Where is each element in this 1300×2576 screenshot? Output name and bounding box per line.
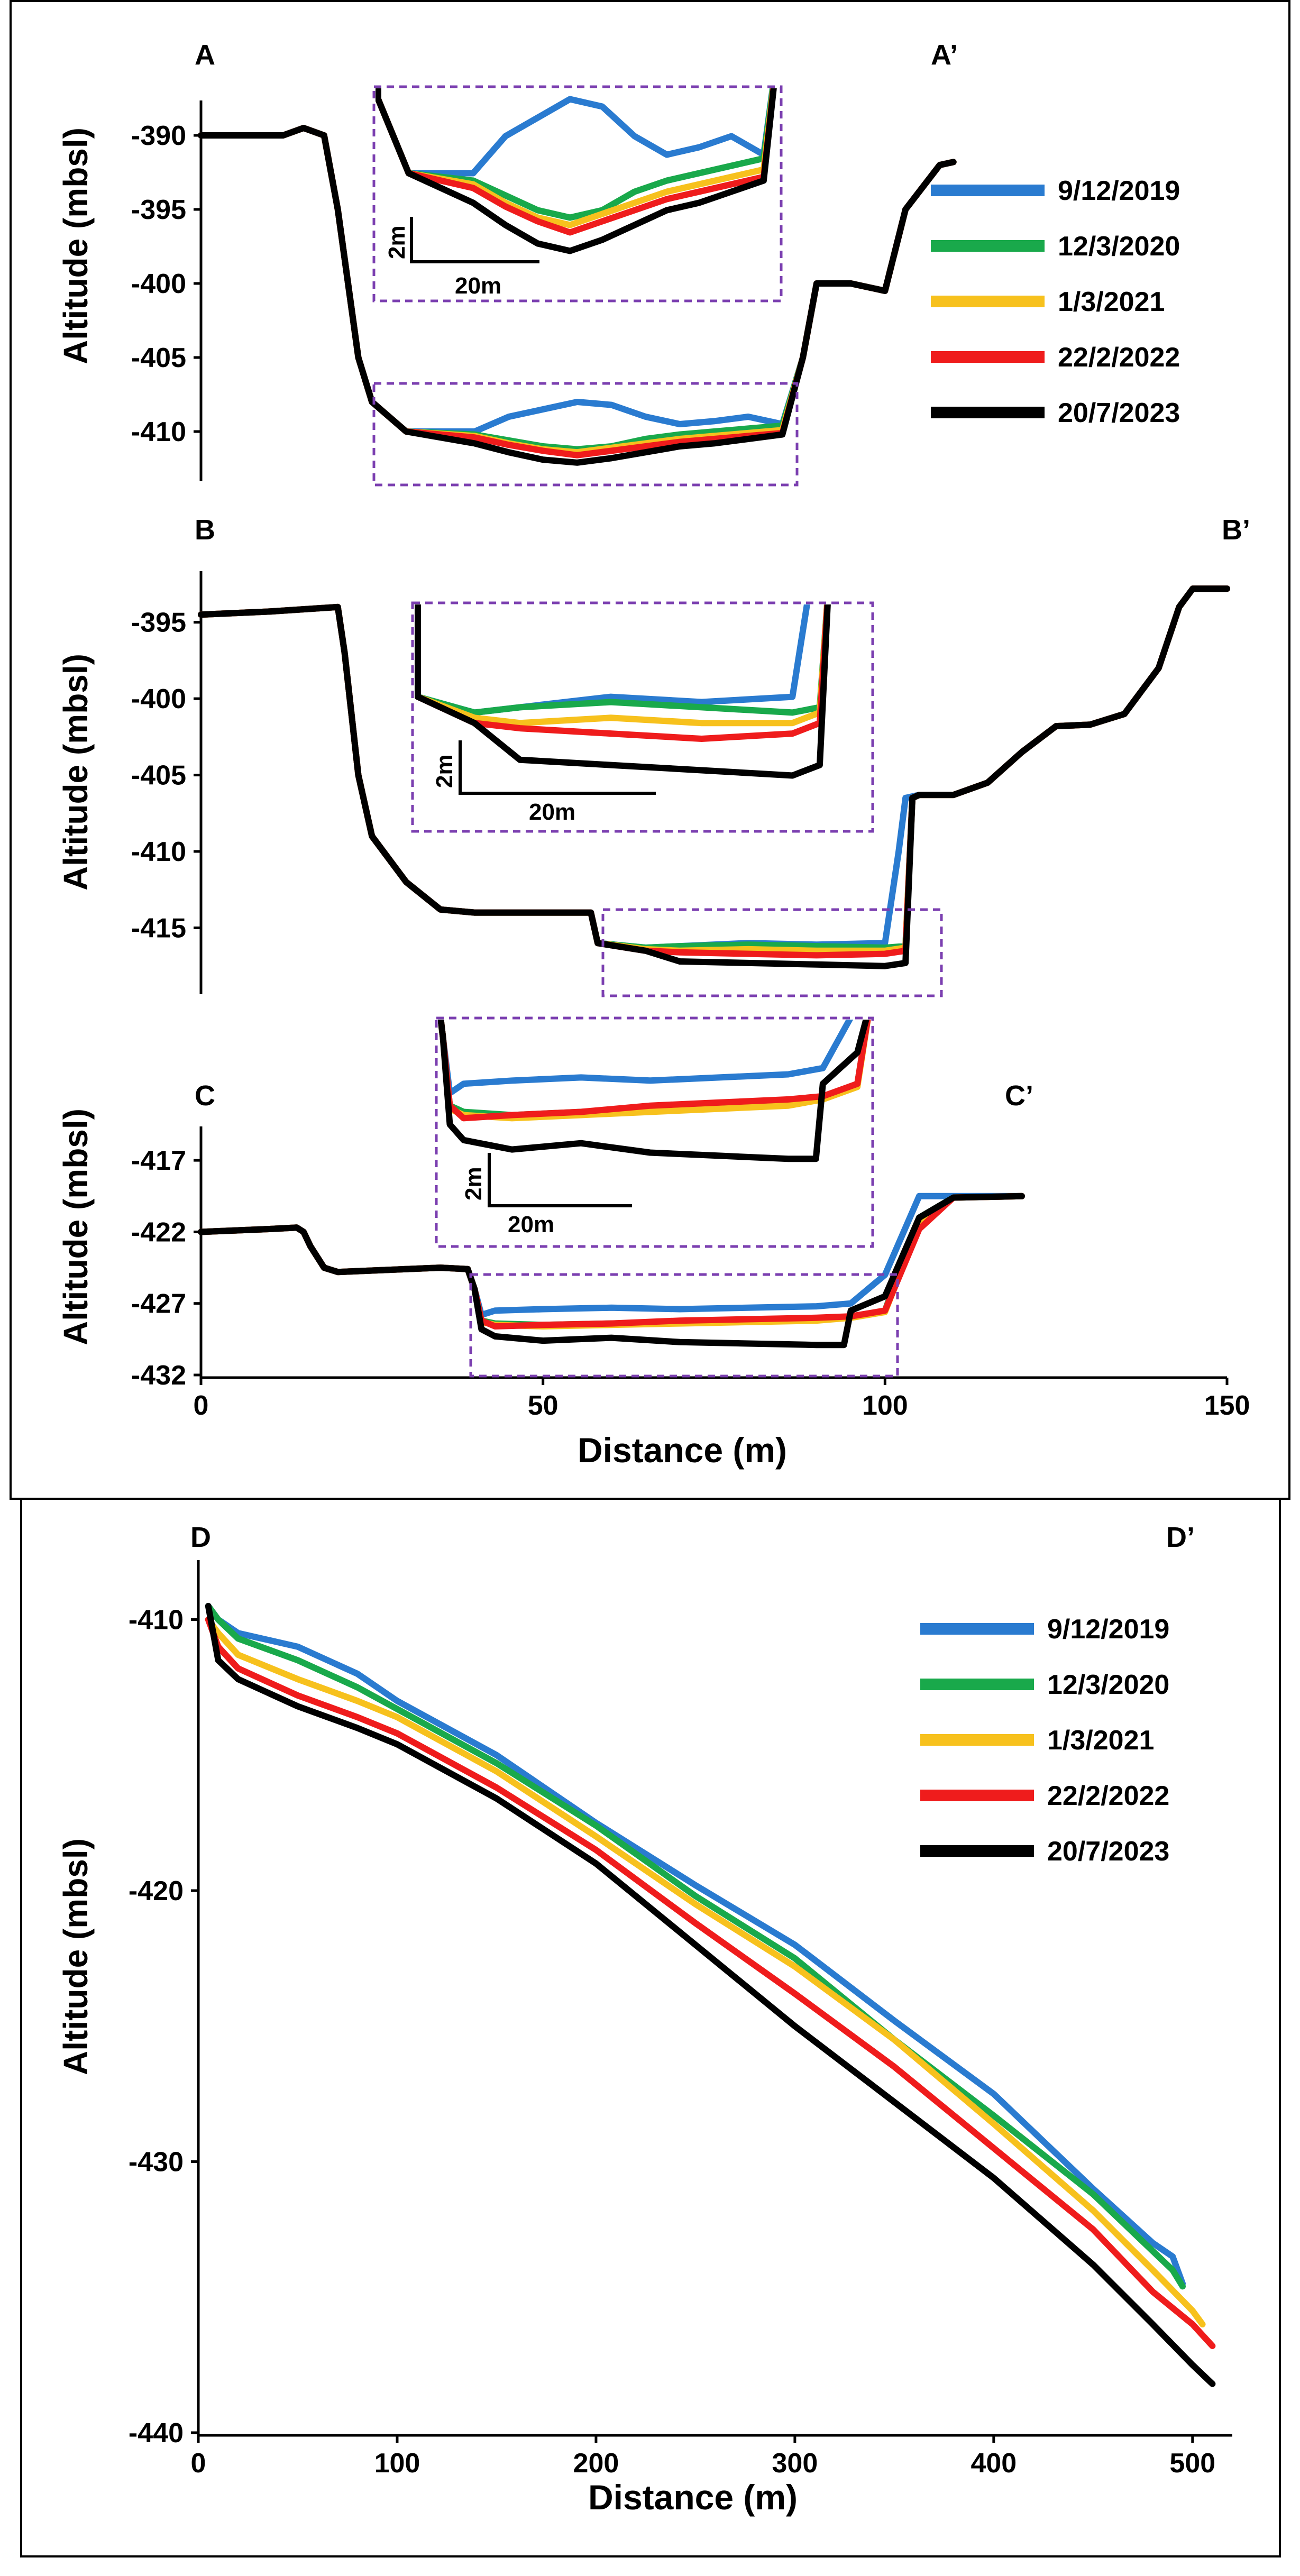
- x-tick-label-D: 300: [772, 2448, 818, 2479]
- panel-C-x-axis-label: Distance (m): [578, 1431, 787, 1470]
- y-tick-label-D: -420: [129, 1876, 184, 1906]
- panel-C-start-label: C: [195, 1080, 215, 1112]
- panel-B-inset-box: [411, 601, 874, 833]
- panel-C-scale-vertical: 2m: [461, 1167, 487, 1200]
- inset-series-line-C-20/7/2023: [438, 1020, 869, 1162]
- panel-A-scale-horizontal: 20m: [455, 273, 501, 299]
- panel-D-y-axis-label: Altitude (mbsl): [57, 1838, 95, 2075]
- legend-label: 12/3/2020: [1047, 1670, 1169, 1700]
- panel-A-inset-series: [376, 88, 777, 254]
- y-tick-label-A: -405: [131, 343, 186, 373]
- panel-C-y-axis-label: Altitude (mbsl): [57, 1108, 95, 1345]
- panel-C-inset-scale-bar: 2m 20m: [461, 1153, 632, 1237]
- panel-B-start-label: B: [195, 514, 215, 546]
- top-panel-frame: [10, 0, 1290, 1500]
- x-tick-label-C: 100: [862, 1390, 908, 1421]
- series-line-D-1/3/2021: [205, 1616, 1206, 2327]
- panel-A-inset-scale-bar: 2m 20m: [384, 217, 539, 299]
- y-tick-label-A: -410: [131, 417, 186, 447]
- panel-D-end-label: D’: [1166, 1521, 1195, 1553]
- y-tick-label-A: -395: [131, 195, 186, 225]
- y-tick-label-D: -410: [129, 1605, 184, 1636]
- panel-C-inset-box: [435, 1016, 874, 1248]
- panel-A-inset-box: [372, 85, 783, 302]
- legend-label: 22/2/2022: [1058, 342, 1180, 373]
- series-line-D-20/7/2023: [205, 1602, 1216, 2387]
- panel-A-zoom-box: [372, 382, 799, 487]
- legend-label: 20/7/2023: [1058, 398, 1180, 428]
- x-tick-label-D: 200: [573, 2448, 619, 2479]
- y-tick-label-D: -440: [129, 2418, 184, 2449]
- y-tick-label-B: -400: [131, 684, 186, 714]
- panel-B-y-axis-label: Altitude (mbsl): [57, 654, 95, 891]
- y-tick-label-C: -427: [131, 1289, 186, 1319]
- panel-A-series: [198, 125, 957, 466]
- panel-B-zoom-box: [601, 908, 943, 997]
- bottom-panel-frame: [20, 1498, 1281, 2557]
- panel-D-series: [205, 1602, 1216, 2387]
- y-tick-label-A: -390: [131, 121, 186, 151]
- panel-A-end-label: A’: [931, 39, 958, 71]
- panel-C-zoom-box: [469, 1273, 899, 1378]
- legend-label: 9/12/2019: [1058, 176, 1180, 206]
- panel-C-inset-series: [438, 1020, 871, 1162]
- x-tick-label-C: 50: [528, 1390, 559, 1421]
- x-tick-label-D: 100: [374, 2448, 420, 2479]
- panel-A-y-axis: -390 -395 -400 -405 -410: [131, 100, 203, 481]
- panel-C-scale-horizontal: 20m: [508, 1212, 554, 1237]
- series-line-C-20/7/2023: [198, 1193, 1025, 1349]
- legend-label: 9/12/2019: [1047, 1614, 1169, 1645]
- legend-label: 20/7/2023: [1047, 1836, 1169, 1867]
- y-tick-label-B: -405: [131, 760, 186, 791]
- y-tick-label-B: -410: [131, 837, 186, 867]
- panel-C-end-label: C’: [1005, 1080, 1033, 1112]
- panel-C: C C’ Altitude (mbsl) -417 -422 -427 -432 0 50…: [57, 1016, 1250, 1470]
- legend-label: 1/3/2021: [1047, 1725, 1154, 1756]
- y-tick-label-B: -415: [131, 913, 186, 943]
- panel-B-end-label: B’: [1222, 514, 1250, 546]
- y-tick-label-A: -400: [131, 269, 186, 299]
- series-line-A-20/7/2023: [198, 125, 957, 466]
- inset-series-line-B-20/7/2023: [415, 604, 831, 779]
- x-tick-label-C: 0: [194, 1390, 209, 1421]
- panel-B-series: [198, 585, 1230, 969]
- panel-A: A A’ Altitude (mbsl) -390 -395 -400 -405 -41…: [57, 39, 1180, 487]
- legend-label: 22/2/2022: [1047, 1781, 1169, 1811]
- legend-bottom: 9/12/2019 12/3/2020 1/3/2021 22/2/2022 20/7/…: [920, 1614, 1169, 1867]
- inset-series-line-A-20/7/2023: [376, 88, 777, 254]
- panel-B-y-axis: -395 -400 -405 -410 -415: [131, 571, 203, 994]
- x-tick-label-D: 500: [1169, 2448, 1215, 2479]
- panel-A-start-label: A: [195, 39, 215, 71]
- panel-D-start-label: D: [190, 1521, 211, 1553]
- x-tick-label-C: 150: [1204, 1390, 1250, 1421]
- series-line-D-9/12/2019: [205, 1602, 1186, 2287]
- panel-C-axes: -417 -422 -427 -432 0 50 100 150: [131, 1126, 1250, 1421]
- y-tick-label-B: -395: [131, 608, 186, 638]
- legend-label: 12/3/2020: [1058, 231, 1180, 262]
- panel-A-y-axis-label: Altitude (mbsl): [57, 127, 95, 364]
- series-line-D-22/2/2022: [205, 1616, 1216, 2349]
- panel-B-inset-series: [415, 604, 831, 779]
- panel-A-scale-vertical: 2m: [384, 225, 410, 259]
- y-tick-label-C: -422: [131, 1217, 186, 1248]
- legend-top: 9/12/2019 12/3/2020 1/3/2021 22/2/2022 20/7/…: [931, 176, 1180, 428]
- panel-B-scale-vertical: 2m: [432, 754, 457, 788]
- panel-B-scale-horizontal: 20m: [529, 799, 575, 825]
- panel-B-inset-scale-bar: 2m 20m: [432, 740, 656, 825]
- panel-D-x-axis-label: Distance (m): [588, 2478, 798, 2517]
- x-tick-label-D: 0: [191, 2448, 206, 2479]
- series-line-B-20/7/2023: [198, 585, 1230, 969]
- y-tick-label-C: -432: [131, 1360, 186, 1391]
- legend-label: 1/3/2021: [1058, 287, 1165, 317]
- y-tick-label-C: -417: [131, 1145, 186, 1176]
- y-tick-label-D: -430: [129, 2147, 184, 2178]
- panel-C-series: [198, 1193, 1025, 1349]
- panel-B: B B’ Altitude (mbsl) -395 -400 -405 -410 -41…: [57, 514, 1250, 997]
- x-tick-label-D: 400: [971, 2448, 1017, 2479]
- series-line-D-12/3/2020: [205, 1602, 1186, 2290]
